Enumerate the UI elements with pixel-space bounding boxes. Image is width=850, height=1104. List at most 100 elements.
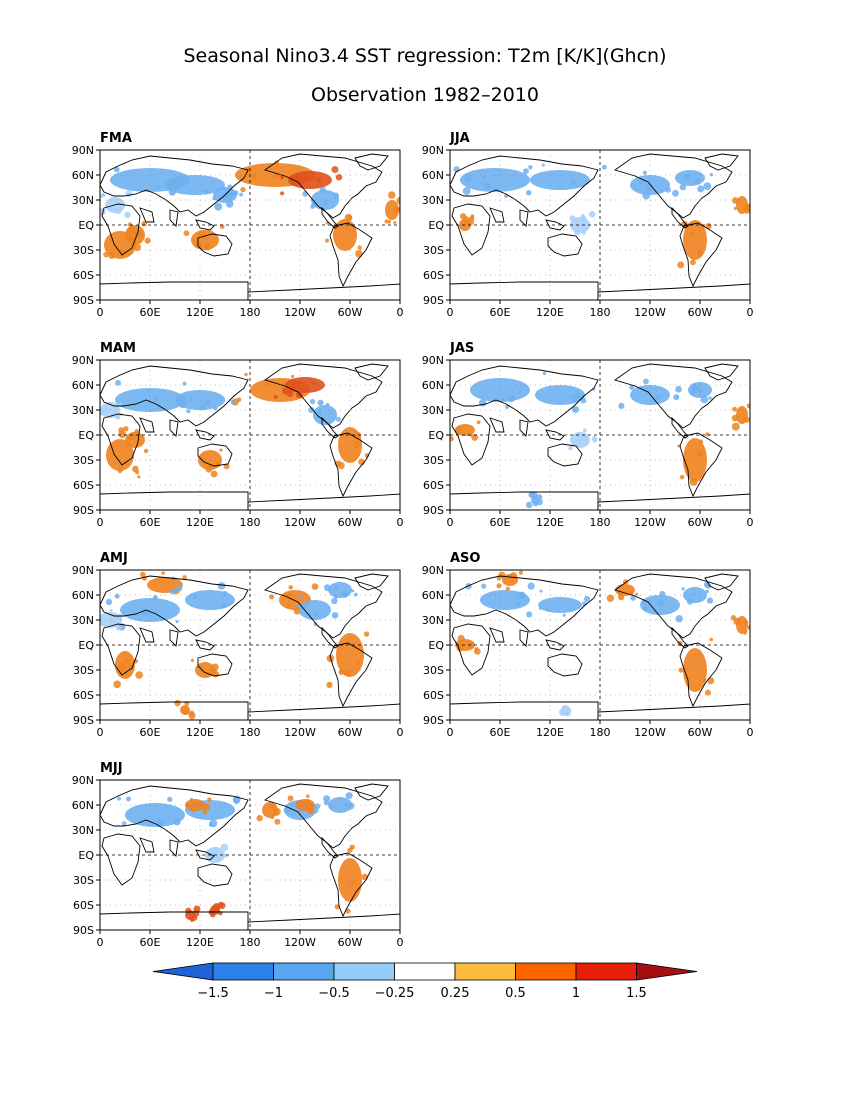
anomaly-speck <box>123 426 129 432</box>
anomaly-speck <box>708 396 712 400</box>
lon-tick-label: 120E <box>186 306 214 319</box>
anomaly-speck <box>336 416 341 422</box>
lat-tick-label: 90N <box>72 774 94 787</box>
anomaly-speck <box>220 602 227 609</box>
anomaly-speck <box>338 669 345 676</box>
anomaly-speck <box>483 182 491 190</box>
anomaly-speck <box>211 663 219 672</box>
anomaly-speck <box>334 904 340 910</box>
anomaly-speck <box>496 583 502 589</box>
anomaly-speck <box>136 230 145 238</box>
anomaly-speck <box>199 665 203 669</box>
lat-tick-label: 60S <box>423 479 444 492</box>
anomaly-speck <box>642 191 651 200</box>
lat-tick-label: 30S <box>423 664 444 677</box>
lat-tick-label: 30N <box>422 404 444 417</box>
anomaly-speck <box>157 818 165 826</box>
lat-tick-label: EQ <box>428 429 444 442</box>
anomaly-speck <box>273 394 278 399</box>
anomaly-speck <box>269 594 275 600</box>
anomaly-speck <box>331 611 339 619</box>
anomaly-speck <box>462 187 471 196</box>
anomaly-speck <box>291 179 296 185</box>
anomaly-speck <box>345 792 353 800</box>
anomaly-speck <box>108 252 116 259</box>
lat-tick-label: 90N <box>72 144 94 157</box>
anomaly-speck <box>697 450 704 457</box>
anomaly-speck <box>311 381 316 385</box>
anomaly-speck <box>308 406 315 414</box>
lon-tick-label: 120E <box>536 726 564 739</box>
lon-tick-label: 0 <box>97 936 104 949</box>
anomaly-speck <box>332 192 340 200</box>
lat-tick-label: 60S <box>73 689 94 702</box>
anomaly-speck <box>672 189 679 197</box>
anomaly-speck <box>562 613 566 617</box>
anomaly-speck <box>707 677 715 685</box>
anomaly-speck <box>295 391 303 399</box>
lon-tick-label: 120W <box>284 936 316 949</box>
anomaly-speck <box>357 245 362 250</box>
anomaly-speck <box>731 414 739 422</box>
lon-tick-label: 60E <box>140 726 161 739</box>
anomaly-speck <box>186 409 191 414</box>
anomaly-speck <box>333 586 339 591</box>
anomaly-speck <box>175 584 183 592</box>
anomaly-speck <box>541 163 545 167</box>
anomaly-speck <box>280 191 285 196</box>
anomaly-speck <box>344 802 349 808</box>
lon-tick-label: 0 <box>97 306 104 319</box>
anomaly-speck <box>305 794 310 799</box>
anomaly-speck <box>569 215 576 222</box>
anomaly-speck <box>222 590 228 597</box>
anomaly-speck <box>203 189 209 195</box>
lat-tick-label: 90N <box>72 564 94 577</box>
anomaly-speck <box>127 226 135 234</box>
panel-label: JAS <box>449 341 474 356</box>
anomaly-speck <box>325 402 330 407</box>
anomaly-speck <box>525 189 532 196</box>
lon-tick-label: 60E <box>490 516 511 529</box>
anomaly-speck <box>743 207 750 214</box>
anomaly-speck <box>730 614 737 621</box>
anomaly-speck <box>742 419 747 423</box>
anomaly-speck <box>538 606 543 611</box>
anomaly-speck <box>732 406 738 412</box>
anomaly-speck <box>692 385 699 392</box>
anomaly-speck <box>335 173 343 181</box>
lon-tick-label: 180 <box>240 936 261 949</box>
anomaly-speck <box>185 907 192 914</box>
lat-tick-label: EQ <box>428 639 444 652</box>
anomaly-speck <box>673 394 680 401</box>
anomaly-speck <box>93 186 100 193</box>
anomaly-speck <box>117 796 121 801</box>
anomaly-speck <box>309 398 316 405</box>
lat-tick-label: 90S <box>423 294 444 307</box>
anomaly-speck <box>601 164 607 170</box>
anomaly-speck <box>264 382 269 387</box>
anomaly-speck <box>694 177 701 185</box>
anomaly-speck <box>347 802 355 810</box>
lon-tick-label: 0 <box>97 726 104 739</box>
lon-tick-label: 180 <box>240 306 261 319</box>
anomaly-speck <box>188 916 193 920</box>
anomaly-speck <box>169 588 177 595</box>
lon-tick-label: 60E <box>490 726 511 739</box>
anomaly-speck <box>175 619 179 624</box>
anomaly-speck <box>697 388 703 394</box>
lon-tick-label: 60W <box>338 936 363 949</box>
lat-tick-label: 60S <box>73 269 94 282</box>
colorbar-swatch <box>454 962 516 981</box>
lat-tick-label: 90N <box>422 354 444 367</box>
lon-tick-label: 0 <box>447 306 454 319</box>
anomaly-speck <box>746 403 750 409</box>
anomaly-speck <box>572 398 577 403</box>
colorbar-label: 0.25 <box>441 986 470 1001</box>
anomaly-speck <box>295 173 303 181</box>
anomaly-speck <box>183 174 189 180</box>
anomaly-patch <box>299 600 331 620</box>
colorbar-label: 1.5 <box>626 986 647 1001</box>
anomaly-speck <box>224 853 228 858</box>
